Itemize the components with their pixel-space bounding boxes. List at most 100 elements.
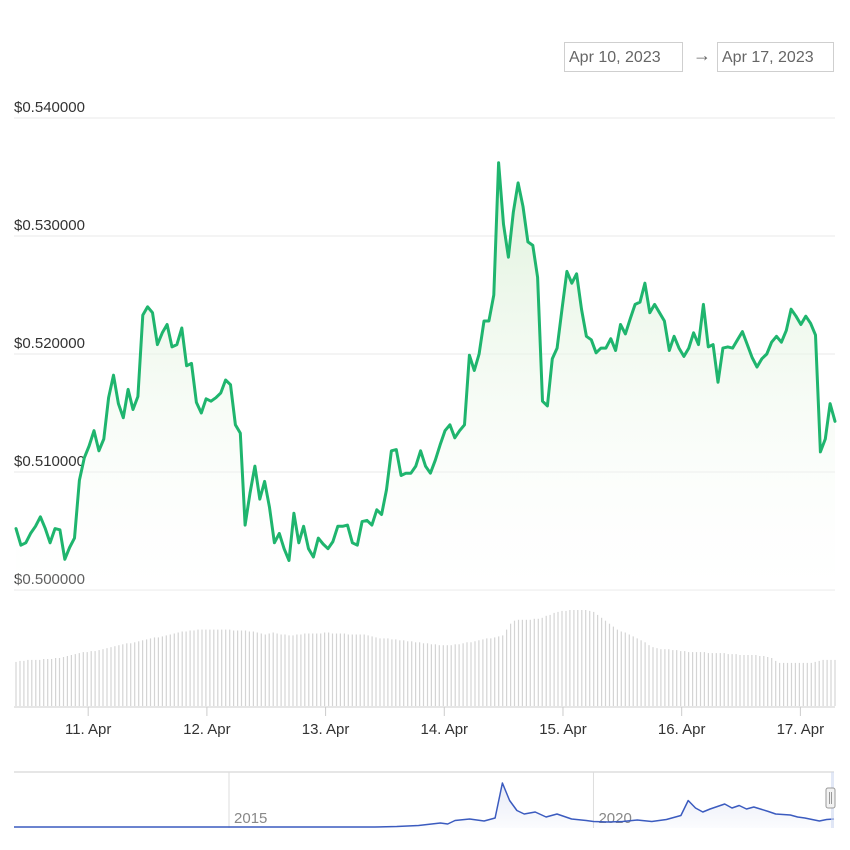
volume-bar [490, 638, 492, 706]
volume-bar [601, 617, 603, 706]
x-tick-label: 11. Apr [65, 721, 111, 738]
navigator-area [14, 783, 834, 828]
volume-bar [39, 659, 41, 706]
volume-bar [422, 643, 425, 706]
volume-bar [715, 653, 717, 706]
price-area [16, 162, 835, 591]
volume-bar [229, 629, 231, 706]
volume-bar [308, 633, 310, 706]
volume-bar [240, 630, 243, 706]
volume-bar [482, 639, 484, 706]
x-tick-label: 13. Apr [302, 721, 350, 738]
volume-bar [23, 660, 25, 706]
volume-bar [462, 643, 464, 706]
volume-bar [620, 631, 622, 706]
navigator-handle[interactable] [825, 787, 836, 809]
volume-bar [375, 637, 377, 706]
volume-bar [454, 644, 456, 706]
volume-bar [426, 643, 429, 706]
volume-bar [513, 620, 516, 706]
volume-bar [185, 631, 187, 706]
volume-bar [739, 655, 741, 706]
range-end-input[interactable]: Apr 17, 2023 [717, 42, 834, 72]
volume-bar [225, 629, 227, 706]
volume-bar [252, 631, 254, 706]
x-tick-label: 16. Apr [658, 721, 706, 738]
range-start-input[interactable]: Apr 10, 2023 [564, 42, 683, 72]
volume-bar [561, 610, 563, 706]
volume-bar [244, 630, 247, 706]
volume-bar [339, 633, 341, 706]
volume-bar [585, 610, 587, 706]
volume-bar [331, 633, 334, 706]
volume-bar [165, 635, 167, 706]
volume-bar [723, 653, 725, 706]
volume-bar [213, 629, 215, 706]
volume-bar [106, 648, 108, 706]
volume-bar [577, 610, 579, 706]
x-tick-label: 12. Apr [183, 721, 231, 738]
volume-bar [450, 645, 452, 706]
volume-bar [786, 662, 789, 706]
volume-bar [684, 651, 686, 706]
volume-bar [597, 614, 599, 706]
volume-bar [411, 641, 413, 706]
volume-bar [711, 653, 713, 706]
volume-bar [775, 660, 777, 706]
volume-bar [363, 634, 365, 706]
volume-bar [656, 648, 658, 706]
volume-bar [442, 645, 444, 706]
volume-bar [94, 651, 96, 706]
volume-bar [664, 649, 666, 706]
volume-bar [343, 633, 345, 706]
volume-bar [312, 633, 314, 706]
volume-bar [415, 642, 417, 706]
volume-bar [181, 631, 183, 706]
volume-bar [62, 657, 65, 706]
volume-bar [644, 642, 646, 706]
volume-bar [624, 632, 626, 706]
volume-bar [288, 635, 290, 706]
volume-bar [292, 635, 294, 706]
volume-bar [197, 629, 199, 706]
volume-bar [264, 634, 266, 706]
volume-bar [798, 662, 800, 706]
volume-bar [233, 630, 235, 706]
volume-bar [794, 662, 796, 706]
volume-bar [51, 659, 53, 706]
volume-bar [537, 618, 539, 706]
volume-bar [506, 629, 508, 706]
volume-bar [256, 632, 258, 706]
x-tick-label: 14. Apr [421, 721, 469, 738]
volume-bar [672, 650, 674, 706]
volume-bar [284, 634, 286, 706]
volume-bar [494, 637, 496, 706]
volume-bar [86, 652, 88, 706]
volume-bar [779, 662, 781, 706]
volume-bar [553, 612, 555, 706]
volume-bar [735, 654, 737, 706]
volume-bar [640, 640, 642, 706]
volume-bar [747, 655, 749, 706]
volume-bar [114, 646, 116, 706]
volume-bar [545, 615, 547, 706]
volume-bar [268, 633, 270, 706]
volume-bar [707, 653, 709, 706]
volume-bar [521, 619, 523, 706]
volume-bar [173, 633, 175, 706]
volume-bar [604, 620, 607, 706]
volume-bar [533, 618, 535, 706]
volume-bar [300, 634, 302, 706]
volume-bar [810, 662, 812, 706]
volume-bar [122, 644, 124, 706]
volume-bar [834, 659, 836, 706]
volume-bar [783, 662, 785, 706]
volume-bar [55, 658, 57, 706]
volume-bar [549, 614, 551, 706]
volume-bar [157, 637, 159, 706]
y-tick-label: $0.520000 [14, 335, 85, 352]
volume-bar [146, 639, 148, 706]
volume-bar [149, 638, 152, 706]
volume-bar [134, 642, 136, 706]
